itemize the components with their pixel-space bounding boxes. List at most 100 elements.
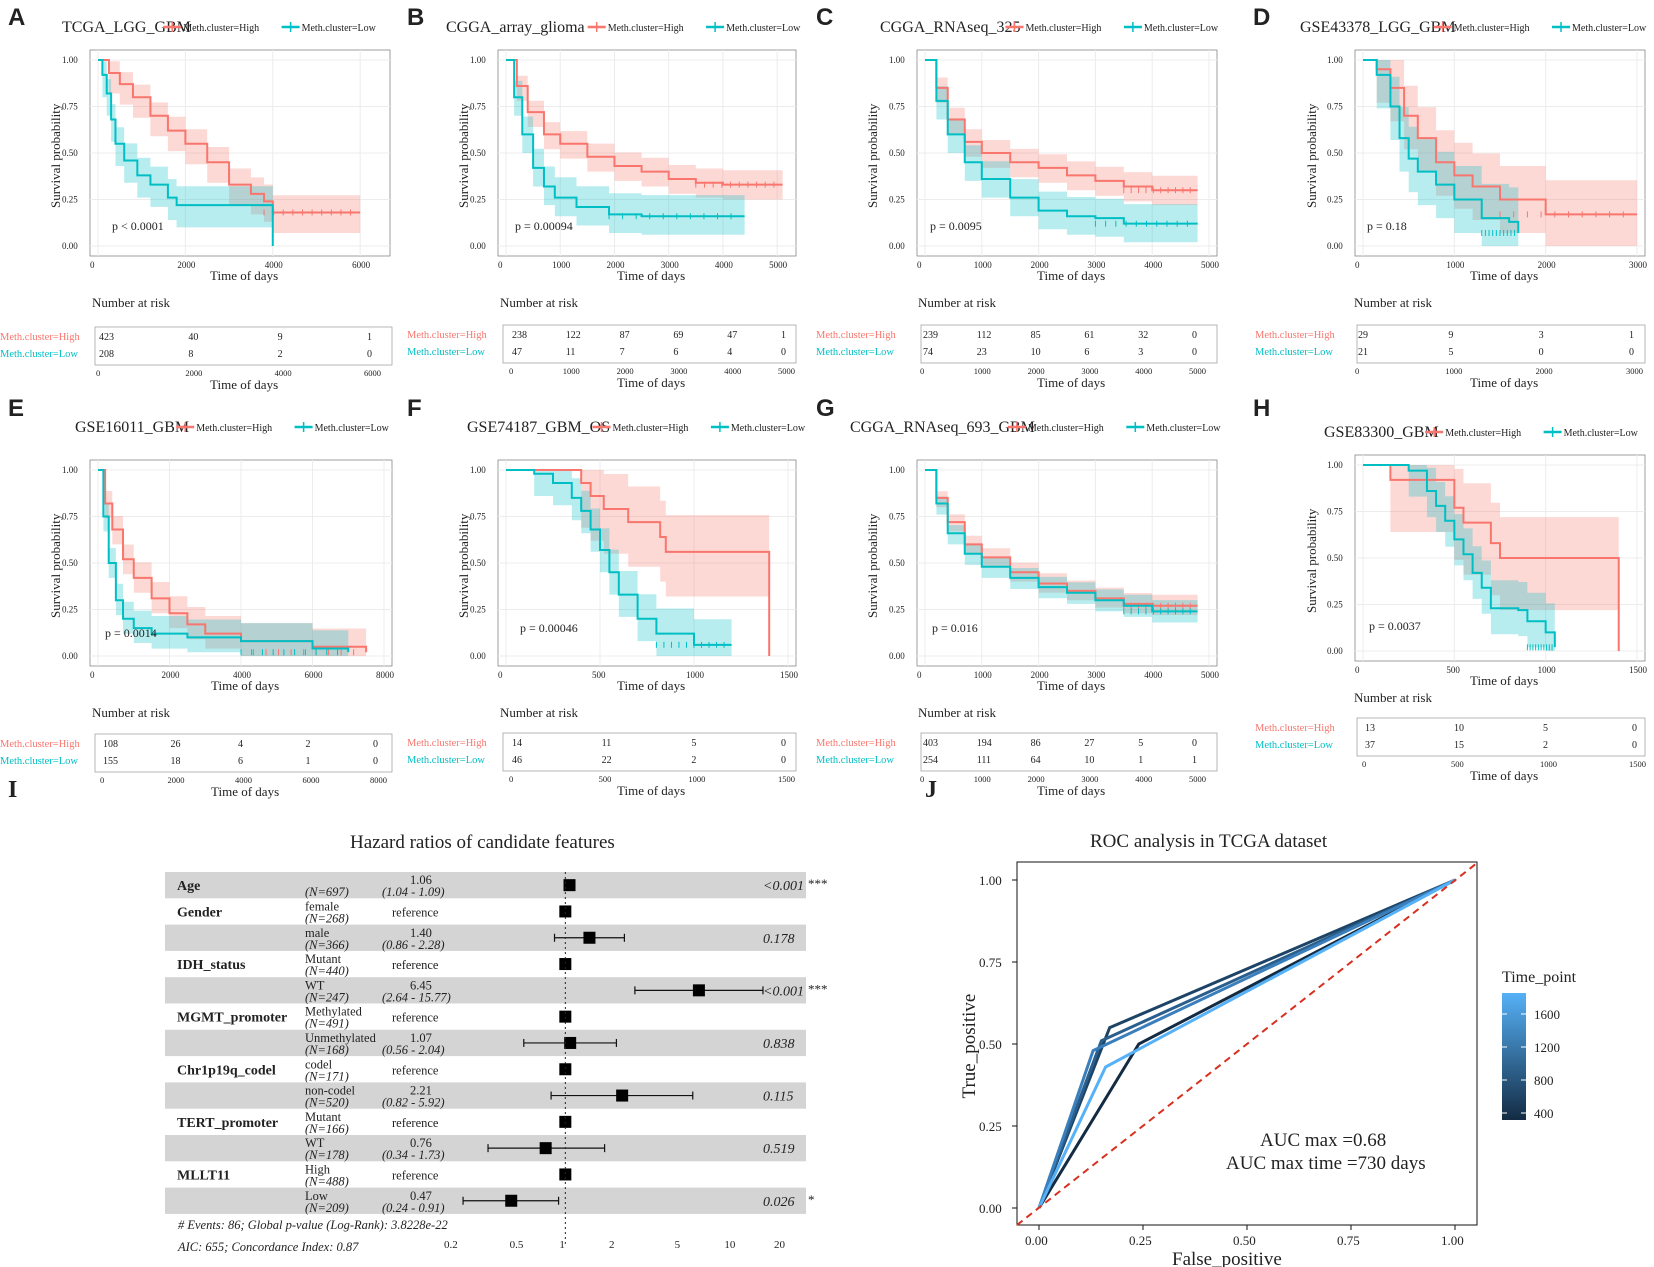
roc-y-label: True_positive	[959, 994, 980, 1099]
risk-value: 29	[1358, 330, 1368, 341]
forest-variable: Chr1p19q_codel	[177, 1063, 276, 1078]
y-tick-label: 0.50	[889, 558, 905, 568]
forest-level: male	[305, 926, 330, 940]
legend-label: Meth.cluster=Low	[1144, 23, 1219, 34]
forest-hr: 6.45	[410, 978, 432, 992]
risk-value: 1	[306, 756, 311, 767]
risk-value: 108	[103, 739, 118, 750]
risk-row-label: Meth.cluster=Low	[0, 349, 78, 360]
roc-x-tick: 0.50	[1233, 1233, 1256, 1248]
p-value: p = 0.016	[932, 621, 978, 635]
risk-value: 10	[1084, 755, 1094, 766]
roc-y-tick: 0.00	[979, 1201, 1002, 1216]
y-tick-label: 1.00	[1327, 460, 1343, 470]
risk-value: 5	[691, 738, 696, 749]
forest-reference: reference	[392, 1063, 439, 1077]
y-tick-label: 1.00	[470, 55, 486, 65]
forest-point	[505, 1194, 518, 1207]
ci-band-low	[506, 60, 745, 235]
forest-hr: 0.76	[410, 1136, 432, 1150]
panel-title: TCGA_LGG_GBM	[62, 19, 191, 36]
risk-value: 0	[1192, 347, 1197, 358]
risk-table-frame	[502, 324, 797, 364]
risk-value: 87	[620, 330, 630, 341]
risk-table-frame	[920, 732, 1218, 772]
risk-value: 5	[1138, 738, 1143, 749]
forest-n: (N=171)	[305, 1069, 349, 1083]
forest-hr: 2.21	[410, 1084, 432, 1098]
ci-band-high	[98, 470, 367, 656]
roc-curve-400	[1037, 878, 1456, 1209]
forest-variable: TERT_promoter	[177, 1116, 278, 1131]
x-tick-label: 4000	[233, 670, 252, 680]
risk-x-tick: 6000	[364, 368, 381, 378]
x-tick-label: 5000	[769, 260, 788, 270]
y-axis-label: Survival probability	[48, 513, 63, 618]
risk-value: 74	[923, 347, 933, 358]
risk-value: 7	[620, 347, 625, 358]
panel-title: CGGA_array_glioma	[446, 19, 585, 36]
risk-value: 1	[1192, 755, 1197, 766]
km-panel-E: E GSE16011_GBM Meth.cluster=High Meth.clust…	[0, 395, 395, 799]
forest-level: WT	[305, 978, 325, 992]
risk-value: 27	[1084, 738, 1094, 749]
y-axis-label: Survival probability	[1304, 508, 1319, 613]
roc-title: ROC analysis in TCGA dataset	[1090, 831, 1328, 852]
km-panel-C: C CGGA_RNAseq_325 Meth.cluster=High Meth.cl…	[816, 4, 1220, 390]
risk-value: 23	[977, 347, 987, 358]
risk-x-label: Time of days	[617, 783, 685, 798]
panel-title: GSE74187_GBM_OS	[467, 419, 610, 436]
risk-row-label: Meth.cluster=Low	[1255, 740, 1333, 751]
risk-table-frame	[94, 326, 393, 366]
roc-reference-line	[1016, 862, 1478, 1226]
forest-level: Unmethylated	[305, 1031, 377, 1045]
y-tick-label: 0.00	[470, 241, 486, 251]
x-tick-label: 4000	[1144, 670, 1163, 680]
panel-label: B	[407, 4, 424, 31]
risk-value: 112	[977, 330, 992, 341]
risk-row-label: Meth.cluster=Low	[816, 347, 894, 358]
risk-value: 40	[188, 332, 198, 343]
risk-value: 37	[1365, 740, 1375, 751]
y-tick-label: 0.50	[889, 148, 905, 158]
ci-band-high	[1363, 60, 1637, 246]
panel-label: C	[816, 4, 833, 31]
y-tick-label: 0.25	[62, 195, 78, 205]
forest-n: (N=247)	[305, 990, 349, 1004]
x-tick-label: 2000	[1031, 260, 1050, 270]
panel-label: A	[8, 4, 25, 31]
risk-row-label: Meth.cluster=High	[1255, 330, 1335, 341]
ci-band-high	[506, 470, 770, 656]
forest-level: Mutant	[305, 952, 342, 966]
y-tick-label: 0.50	[470, 148, 486, 158]
ci-band-high	[98, 60, 361, 233]
risk-table-title: Number at risk	[92, 295, 170, 310]
colorbar-tick: 800	[1534, 1073, 1554, 1088]
forest-point	[564, 1036, 577, 1049]
risk-value: 0	[781, 738, 786, 749]
risk-value: 46	[512, 755, 522, 766]
risk-x-label: Time of days	[1470, 375, 1538, 390]
x-tick-label: 0	[498, 670, 503, 680]
risk-row-label: Meth.cluster=Low	[0, 756, 78, 767]
forest-n: (N=488)	[305, 1174, 349, 1188]
x-tick-label: 3000	[1087, 670, 1106, 680]
risk-value: 0	[781, 755, 786, 766]
risk-x-label: Time of days	[1470, 768, 1538, 783]
risk-table-title: Number at risk	[1354, 295, 1432, 310]
ci-band-low	[98, 470, 349, 656]
forest-p-value: <0.001	[763, 879, 804, 894]
colorbar-tick: 1600	[1534, 1007, 1560, 1022]
risk-value: 4	[727, 347, 732, 358]
risk-value: 403	[923, 738, 938, 749]
forest-reference: reference	[392, 1168, 439, 1182]
risk-value: 0	[373, 756, 378, 767]
risk-value: 254	[923, 755, 938, 766]
risk-row-label: Meth.cluster=High	[407, 330, 487, 341]
risk-x-tick: 4000	[724, 366, 741, 376]
km-curve-high	[1363, 59, 1637, 216]
risk-x-tick: 500	[1451, 759, 1464, 769]
risk-value: 194	[977, 738, 992, 749]
legend-label: Meth.cluster=Low	[315, 423, 390, 434]
